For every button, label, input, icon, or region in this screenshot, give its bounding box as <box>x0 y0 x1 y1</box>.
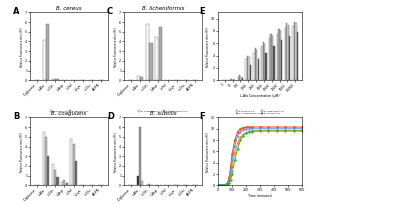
Bar <box>56 177 58 185</box>
Bar <box>231 79 232 80</box>
Bar <box>61 182 63 185</box>
Bar <box>155 37 158 80</box>
Legend: B. licheniformis L-1, B. licheniformis L-2: B. licheniformis L-1, B. licheniformis L… <box>138 110 188 112</box>
Bar <box>247 56 248 80</box>
Bar <box>266 53 267 80</box>
Bar <box>295 23 297 80</box>
Bar <box>70 139 72 185</box>
Bar <box>63 180 66 185</box>
Title: B. subtilis: B. subtilis <box>150 111 176 116</box>
Bar <box>280 31 281 80</box>
Bar <box>289 36 290 80</box>
Bar <box>158 27 162 80</box>
Text: F: F <box>200 112 205 121</box>
Text: D: D <box>107 112 114 121</box>
Legend: B. subtilis S-2, B. licheniformis L-1, B. coagulans C1-1, B. cereus C1-2: B. subtilis S-2, B. licheniformis L-1, B… <box>236 110 284 114</box>
Bar <box>292 26 294 80</box>
Bar <box>72 144 75 185</box>
Bar <box>270 34 272 80</box>
Bar <box>262 42 264 80</box>
Title: B. coagulans: B. coagulans <box>51 111 87 116</box>
Bar <box>146 24 149 80</box>
Y-axis label: Relative Fluorescence ratio (RFI): Relative Fluorescence ratio (RFI) <box>114 26 118 67</box>
Text: E: E <box>200 7 205 16</box>
Bar <box>75 161 77 185</box>
Bar <box>258 59 259 80</box>
Y-axis label: Relative Fluorescence ratio (RFI): Relative Fluorescence ratio (RFI) <box>20 26 24 67</box>
Y-axis label: Relative Fluorescence ratio (RFI): Relative Fluorescence ratio (RFI) <box>20 131 24 172</box>
Bar <box>137 176 139 185</box>
Bar <box>255 48 256 80</box>
Text: A: A <box>13 7 19 16</box>
Bar <box>277 34 278 80</box>
X-axis label: L-Ala Concentration (μM): L-Ala Concentration (μM) <box>240 94 280 98</box>
Bar <box>286 23 287 80</box>
Bar <box>238 77 239 80</box>
Bar <box>148 184 150 185</box>
Bar <box>52 79 55 80</box>
Bar <box>288 25 289 80</box>
Bar <box>137 76 140 80</box>
Y-axis label: Relative Fluorescence ratio (RFI): Relative Fluorescence ratio (RFI) <box>206 131 210 172</box>
Y-axis label: Relative Fluorescence ratio (RFI): Relative Fluorescence ratio (RFI) <box>114 131 118 172</box>
Bar <box>43 40 46 80</box>
Bar <box>273 46 275 80</box>
Bar <box>245 59 247 80</box>
Bar <box>43 132 45 185</box>
Bar <box>284 28 286 80</box>
Bar <box>139 127 141 185</box>
Bar <box>240 77 242 80</box>
Bar <box>46 24 49 80</box>
Bar <box>250 65 251 80</box>
Bar <box>297 32 298 80</box>
Bar <box>54 170 56 185</box>
Bar <box>248 57 250 80</box>
Bar <box>281 40 282 80</box>
Text: C: C <box>107 7 113 16</box>
Y-axis label: Relative Fluorescence ratio (RFI): Relative Fluorescence ratio (RFI) <box>206 26 210 67</box>
X-axis label: Time (minutes): Time (minutes) <box>248 194 272 198</box>
Bar <box>47 156 50 185</box>
Bar <box>272 36 273 80</box>
Bar <box>278 29 280 80</box>
Bar <box>149 43 152 80</box>
Bar <box>45 137 47 185</box>
Bar <box>66 184 68 185</box>
Bar <box>52 164 54 185</box>
Bar <box>140 77 143 80</box>
Bar <box>264 44 265 80</box>
Bar <box>233 79 234 80</box>
Title: B. cereus: B. cereus <box>56 6 82 11</box>
Bar <box>242 78 243 80</box>
Bar <box>253 53 254 80</box>
Bar <box>239 75 240 80</box>
Bar <box>256 50 258 80</box>
Title: B. licheniformis: B. licheniformis <box>142 6 184 11</box>
Bar <box>269 38 270 80</box>
Bar <box>141 180 144 185</box>
Bar <box>294 22 295 80</box>
Bar <box>55 79 58 80</box>
Legend: B. cereus C1-S, B. cereus C1-2: B. cereus C1-S, B. cereus C1-2 <box>50 110 88 112</box>
Bar <box>261 46 262 80</box>
Bar <box>230 79 231 80</box>
Text: B: B <box>13 112 19 121</box>
